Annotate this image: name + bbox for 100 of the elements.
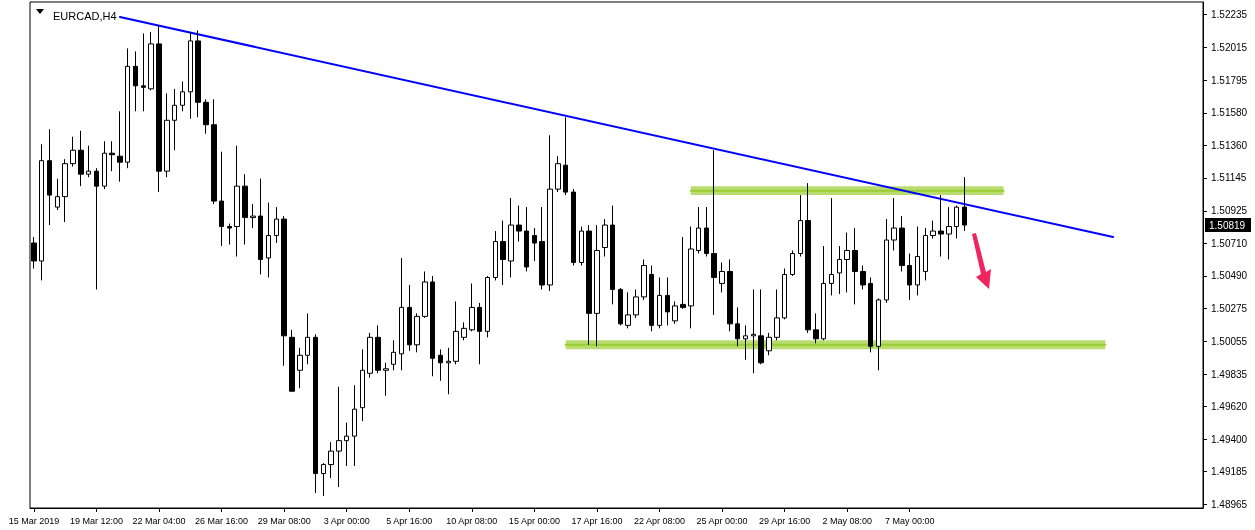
candlestick <box>203 98 209 135</box>
y-tick-label: 1.51360 <box>1211 140 1248 152</box>
candlestick <box>399 257 404 371</box>
candlestick <box>227 223 232 246</box>
candlestick <box>391 339 396 371</box>
candlestick <box>727 258 733 332</box>
candlestick <box>164 92 170 178</box>
candlestick <box>594 224 600 347</box>
candlestick <box>55 178 60 211</box>
x-tick-label: 3 Apr 00:00 <box>323 515 370 526</box>
candlestick <box>375 324 381 374</box>
candlestick <box>469 282 475 332</box>
candlestick <box>258 178 263 275</box>
candlestick <box>884 218 889 304</box>
candlestick <box>704 206 709 257</box>
x-tick-label: 19 Mar 12:00 <box>69 515 123 526</box>
candlestick <box>633 288 639 319</box>
y-tick-label: 1.48965 <box>1211 498 1248 510</box>
candlestick <box>844 232 850 293</box>
candlestick <box>774 288 780 341</box>
candlestick <box>743 324 748 361</box>
candlestick <box>672 300 678 325</box>
candlestick <box>579 226 584 266</box>
candlestick <box>938 194 944 257</box>
x-tick-label: 29 Mar 08:00 <box>257 515 311 526</box>
candlestick <box>680 236 686 310</box>
candlestick <box>297 347 303 389</box>
candlestick <box>383 362 389 397</box>
candlestick <box>547 134 553 292</box>
candlestick <box>539 206 545 290</box>
candlestick <box>711 149 717 316</box>
candlestick <box>610 205 615 305</box>
y-tick-label: 1.49185 <box>1211 465 1248 477</box>
x-tick-label: 25 Apr 00:00 <box>696 515 748 526</box>
candlestick <box>719 261 725 293</box>
candlestick <box>649 264 654 332</box>
candlestick <box>47 128 52 226</box>
candlestick <box>422 270 428 319</box>
candlestick <box>946 206 952 260</box>
text: EURCAD,H4 <box>53 9 117 22</box>
candlestick <box>242 173 248 246</box>
candlestick <box>109 140 115 172</box>
candlestick <box>571 188 576 266</box>
candlestick <box>954 205 959 240</box>
y-tick-label: 1.52235 <box>1211 9 1248 21</box>
x-tick-label: 15 Mar 2019 <box>8 515 60 526</box>
y-tick-label: 1.51795 <box>1211 75 1248 87</box>
x-tick-label: 17 Apr 16:00 <box>571 515 623 526</box>
y-tick-label: 1.51580 <box>1211 107 1248 119</box>
candlestick <box>328 441 334 479</box>
x-tick-label: 7 May 00:00 <box>884 515 935 526</box>
candlestick <box>899 215 905 272</box>
candlestick <box>180 80 185 112</box>
candlestick <box>94 167 99 290</box>
candlestick <box>930 220 936 240</box>
candlestick <box>618 287 623 326</box>
y-tick-label: 1.49620 <box>1211 400 1248 412</box>
candlestick <box>735 306 740 347</box>
candlestick <box>39 143 44 281</box>
candlestick <box>860 264 866 290</box>
candlestick <box>219 151 224 247</box>
candlestick <box>148 31 154 91</box>
candlestick <box>438 348 443 382</box>
candlestick <box>305 312 310 365</box>
candlestick <box>532 227 537 262</box>
y-tick-label: 1.49835 <box>1211 368 1248 380</box>
candlestick <box>78 130 84 187</box>
candlestick <box>766 332 772 356</box>
candlestick <box>751 288 756 374</box>
candlestick <box>923 227 928 281</box>
candlestick <box>665 276 670 326</box>
candlestick <box>414 312 420 353</box>
candlestick <box>563 116 568 196</box>
candlestick <box>798 194 803 257</box>
candlestick <box>367 332 373 379</box>
y-tick-label: 1.50925 <box>1211 205 1248 217</box>
candlestick <box>281 215 287 367</box>
candlestick <box>446 347 451 395</box>
candlestick <box>352 384 357 467</box>
candlestick <box>313 333 318 494</box>
candlestick <box>962 176 967 232</box>
candlestick <box>266 202 271 278</box>
candlestick <box>360 348 365 422</box>
y-tick-label: 1.50490 <box>1211 270 1248 282</box>
candlestick <box>657 276 662 329</box>
candlestick <box>813 312 819 344</box>
candlestick <box>477 302 482 365</box>
candlestick <box>62 158 68 223</box>
candlestick <box>641 258 647 301</box>
candlestick <box>852 227 858 305</box>
y-tick-label: 1.50275 <box>1211 302 1248 314</box>
y-tick-label: 1.49400 <box>1211 433 1248 445</box>
candlestick <box>891 197 897 252</box>
candlestick <box>876 297 881 371</box>
candlestick <box>336 386 342 488</box>
candlestick <box>188 31 193 120</box>
candlestick <box>915 226 920 296</box>
x-tick-label: 29 Apr 16:00 <box>759 515 811 526</box>
candlestick <box>821 245 826 341</box>
candlestick <box>829 197 834 296</box>
